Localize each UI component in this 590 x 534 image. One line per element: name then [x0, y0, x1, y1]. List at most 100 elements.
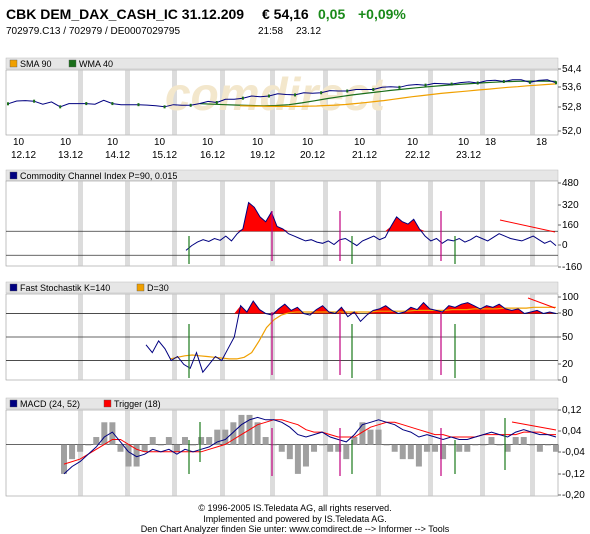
macd-histogram-bar: [238, 414, 245, 445]
legend-sma: SMA 90: [20, 59, 52, 69]
macd-histogram-bar: [528, 444, 535, 446]
macd-histogram-bar: [198, 437, 205, 445]
macd-histogram-bar: [125, 444, 132, 467]
macd-histogram-bar: [141, 444, 148, 452]
day-separator-band: [428, 181, 433, 266]
day-separator-band: [125, 181, 130, 266]
macd-histogram-bar: [335, 444, 342, 452]
day-separator-band: [530, 181, 535, 266]
macd-histogram-bar: [93, 437, 100, 445]
x-tick-date: 12.12: [11, 150, 36, 161]
macd-histogram-bar: [375, 429, 382, 445]
day-separator-band: [323, 70, 328, 135]
x-tick-date: 15.12: [152, 150, 177, 161]
macd-histogram-bar: [230, 422, 237, 445]
legend-bar: [5, 397, 559, 410]
x-tick-day: 10: [458, 137, 470, 148]
day-separator-band: [220, 181, 225, 266]
macd-histogram-bar: [520, 437, 527, 445]
y-tick-label: -0,20: [562, 490, 585, 501]
macd-histogram-bar: [504, 444, 511, 452]
y-tick-label: 160: [562, 220, 579, 231]
macd-histogram-bar: [440, 444, 447, 460]
macd-histogram-bar: [367, 429, 374, 445]
macd-histogram-bar: [407, 444, 414, 460]
y-tick-label: 0,04: [562, 426, 582, 437]
macd-histogram-bar: [101, 422, 108, 445]
macd-histogram-bar: [464, 444, 471, 452]
day-separator-band: [78, 410, 83, 496]
macd-histogram-bar: [270, 444, 277, 446]
technical-chart: 54,453,652,852,04803201600-1601008050200…: [5, 57, 585, 501]
legend-macd: MACD (24, 52): [20, 399, 80, 409]
day-separator-band: [530, 410, 535, 496]
macd-histogram-bar: [222, 429, 229, 445]
macd-histogram-bar: [319, 444, 326, 446]
y-tick-label: 480: [562, 178, 579, 189]
macd-histogram-bar: [117, 444, 124, 452]
instrument-ids: 702979.C13 / 702979 / DE0007029795: [6, 26, 181, 37]
x-tick-day: 10: [354, 137, 366, 148]
cci-trend-line: [499, 219, 556, 233]
x-tick-hour: 18: [485, 137, 497, 148]
macd-histogram-bar: [214, 429, 221, 445]
footer-chart-analyzer-link[interactable]: Den Chart Analyzer finden Sie unter: www…: [140, 524, 450, 534]
day-separator-band: [376, 70, 381, 135]
x-tick-day: 10: [302, 137, 314, 148]
price-line: [7, 79, 557, 108]
legend-cci: Commodity Channel Index P=90, 0.015: [20, 171, 177, 181]
stoch-k-legend-swatch: [9, 283, 18, 292]
day-separator-band: [172, 181, 177, 266]
macd-histogram-bar: [165, 437, 172, 445]
stoch-overbought-fill: [146, 301, 556, 314]
macd-histogram-bar: [85, 444, 92, 446]
x-tick-day: 10: [107, 137, 119, 148]
macd-histogram-bar: [327, 444, 334, 452]
y-tick-label: 53,6: [562, 82, 582, 93]
macd-histogram-bar: [206, 437, 213, 445]
macd-histogram-bar: [69, 444, 76, 460]
panel-2: [5, 169, 561, 268]
legend-trigger: Trigger (18): [114, 399, 161, 409]
macd-histogram-bar: [311, 444, 318, 452]
sma-legend-swatch: [9, 59, 18, 68]
stoch-trend-line: [527, 297, 556, 309]
trigger-legend-swatch: [103, 399, 112, 408]
macd-histogram-bar: [536, 444, 543, 452]
macd-histogram-bar: [399, 444, 406, 460]
y-tick-label: 54,4: [562, 64, 582, 75]
macd-histogram-bar: [302, 444, 309, 467]
plot-frame: [5, 180, 559, 267]
macd-histogram-bar: [351, 437, 358, 445]
day-separator-band: [220, 410, 225, 496]
macd-histogram-bar: [61, 444, 67, 474]
stoch-d-line: [169, 306, 556, 360]
day-separator-band: [220, 70, 225, 135]
y-tick-label: -160: [562, 262, 582, 273]
cci-line: [185, 201, 557, 251]
y-tick-label: -0,04: [562, 447, 585, 458]
instrument-title: CBK DEM_DAX_CASH_IC 31.12.209: [6, 6, 245, 22]
day-separator-band: [78, 181, 83, 266]
y-tick-label: 50: [562, 332, 574, 343]
macd-histogram-bar: [157, 444, 164, 446]
x-tick-date: 22.12: [405, 150, 430, 161]
x-tick-day: 10: [407, 137, 419, 148]
panel-3: [5, 281, 561, 381]
x-tick-date: 19.12: [250, 150, 275, 161]
macd-histogram-bar: [544, 444, 551, 446]
macd-histogram-bar: [553, 444, 559, 452]
stoch-k-line: [145, 300, 557, 374]
day-separator-band: [172, 70, 177, 135]
legend-bar: [5, 57, 559, 70]
day-separator-band: [78, 70, 83, 135]
y-tick-label: 80: [562, 308, 574, 319]
macd-histogram-bar: [343, 444, 350, 460]
macd-histogram-bar: [149, 437, 156, 445]
macd-histogram-bar: [254, 422, 261, 445]
legend-stoch-k: Fast Stochastik K=140: [20, 283, 110, 293]
x-tick-date: 14.12: [105, 150, 130, 161]
y-tick-label: 0,12: [562, 405, 582, 416]
macd-histogram-bar: [415, 444, 422, 467]
day-separator-band: [428, 70, 433, 135]
